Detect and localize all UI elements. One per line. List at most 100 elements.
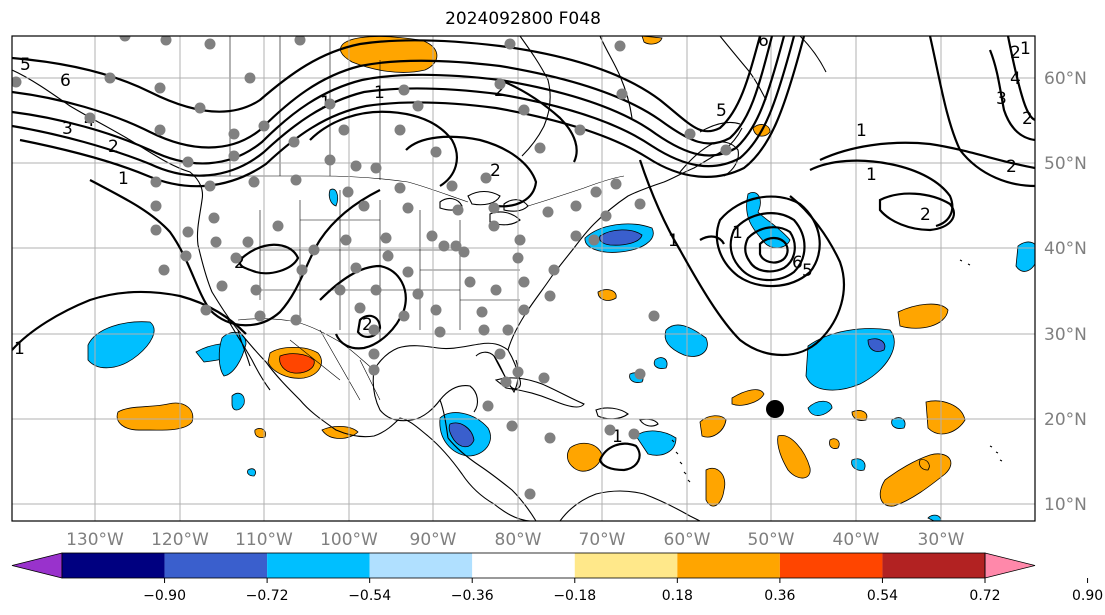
contour-label: 1	[612, 427, 623, 447]
shade-negative	[664, 324, 708, 357]
shade-negative	[1015, 241, 1035, 272]
map-frame	[11, 35, 1036, 522]
contour-label: 2	[1010, 43, 1021, 63]
shade-negative	[448, 422, 475, 448]
colorbar-tick-label: 0.18	[662, 588, 693, 604]
shade-positive	[829, 438, 840, 449]
contour-label: 1	[856, 121, 867, 141]
colorbar-segment	[677, 553, 780, 578]
colorbar-segment	[882, 553, 985, 578]
lon-tick-label: 70°W	[579, 530, 626, 550]
storm-center-marker	[766, 400, 784, 418]
lat-tick-label: 30°N	[1044, 325, 1087, 345]
shade-negative	[867, 338, 886, 352]
shade-negative	[328, 188, 338, 207]
contour-label: 1	[668, 231, 679, 251]
contour-label: 1	[14, 339, 25, 359]
contour-label: 6	[758, 31, 769, 51]
contour-label: 6	[792, 253, 803, 273]
shade-negative	[231, 392, 245, 411]
contour-label: 2	[920, 205, 931, 225]
colorbar-tick-label: 0.90	[1072, 588, 1103, 604]
shade-negative	[891, 417, 906, 429]
shade-negative	[635, 430, 677, 456]
station-markers	[12, 36, 732, 500]
shade-positive	[699, 415, 727, 438]
colorbar-segment	[472, 553, 575, 578]
contour-label: 5	[20, 55, 31, 75]
latitude-axis: 60°N 50°N 40°N 30°N 20°N 10°N	[1044, 69, 1087, 515]
contour-label: 1	[866, 165, 877, 185]
colorbar-tick-label: 0.54	[867, 588, 898, 604]
lon-tick-label: 120°W	[151, 530, 209, 550]
contour-label: 1	[118, 169, 129, 189]
shade-negative	[87, 321, 155, 369]
lon-tick-label: 100°W	[320, 530, 378, 550]
contour-labels: 5 6 1 2 3 4 1 2 1 2 2 2 1 5 6 1 1 2 2 3 …	[14, 31, 1033, 447]
lat-tick-label: 60°N	[1044, 69, 1087, 89]
shade-positive	[597, 289, 617, 301]
contour-label: 5	[802, 261, 813, 281]
contour-label: 3	[62, 119, 73, 139]
contour-label: 4	[1010, 69, 1021, 89]
contour-label: 1	[732, 223, 743, 243]
contour-label: 2	[234, 253, 245, 273]
colorbar-outline	[61, 552, 986, 579]
colorbar	[11, 552, 1036, 579]
lon-tick-label: 80°W	[495, 530, 542, 550]
shade-positive	[254, 428, 267, 438]
lon-tick-label: 30°W	[918, 530, 965, 550]
shade-positive	[641, 36, 663, 45]
lat-tick-label: 10°N	[1044, 495, 1087, 515]
lon-tick-label: 90°W	[410, 530, 457, 550]
contour-label: 2	[108, 137, 119, 157]
lat-tick-label: 20°N	[1044, 410, 1087, 430]
lon-tick-label: 50°W	[748, 530, 795, 550]
map-title: 2024092800 F048	[445, 9, 601, 29]
contour-label: 2	[362, 315, 373, 335]
map-layers: 5 6 1 2 3 4 1 2 1 2 2 2 1 5 6 1 1 2 2 3 …	[12, 31, 1035, 521]
colorbar-labels: −0.90 −0.72 −0.54 −0.36 −0.18 0.18 0.36 0.54 0.7…	[143, 578, 1103, 604]
shade-positive	[116, 402, 194, 431]
colorbar-tick-label: −0.90	[143, 588, 186, 604]
contour-label: 2	[490, 161, 501, 181]
shade-positive	[919, 459, 930, 471]
contour-label: 1	[1020, 39, 1031, 59]
shade-positive	[925, 400, 966, 435]
shade-negative	[599, 229, 643, 246]
colorbar-tick-label: −0.18	[553, 588, 596, 604]
shade-negative	[247, 468, 256, 477]
colorbar-segment	[267, 553, 370, 578]
gridlines	[12, 36, 1035, 521]
shade-negative	[807, 400, 833, 416]
lat-tick-label: 50°N	[1044, 154, 1087, 174]
lon-tick-label: 40°W	[833, 530, 880, 550]
shade-negative	[927, 514, 942, 521]
colorbar-extend-high	[984, 552, 1036, 579]
colorbar-tick-label: −0.54	[348, 588, 391, 604]
shade-positive	[279, 353, 315, 374]
colorbar-segment	[574, 553, 678, 578]
contour-label: 1	[374, 83, 385, 103]
shade-positive	[705, 467, 726, 507]
longitude-axis: 130°W 120°W 110°W 100°W 90°W 80°W 70°W 6…	[66, 530, 965, 550]
contour-label: 2	[494, 81, 505, 101]
shade-positive	[566, 442, 603, 472]
colorbar-extend-low	[11, 552, 63, 579]
colorbar-tick-label: −0.36	[451, 588, 494, 604]
contour-label: 2	[1006, 157, 1017, 177]
colorbar-tick-label: 0.36	[764, 588, 795, 604]
colorbar-segment	[62, 553, 165, 578]
lat-tick-label: 40°N	[1044, 239, 1087, 259]
lon-tick-label: 130°W	[66, 530, 124, 550]
shade-positive	[897, 303, 949, 329]
colorbar-tick-label: 0.72	[969, 588, 1000, 604]
contour-label: 2	[1022, 109, 1033, 129]
colorbar-tick-label: −0.72	[246, 588, 289, 604]
contour-label: 3	[996, 89, 1007, 109]
contour-lines	[12, 36, 1035, 472]
lon-tick-label: 110°W	[235, 530, 293, 550]
shade-positive	[777, 435, 811, 479]
contour-label: 6	[60, 71, 71, 91]
